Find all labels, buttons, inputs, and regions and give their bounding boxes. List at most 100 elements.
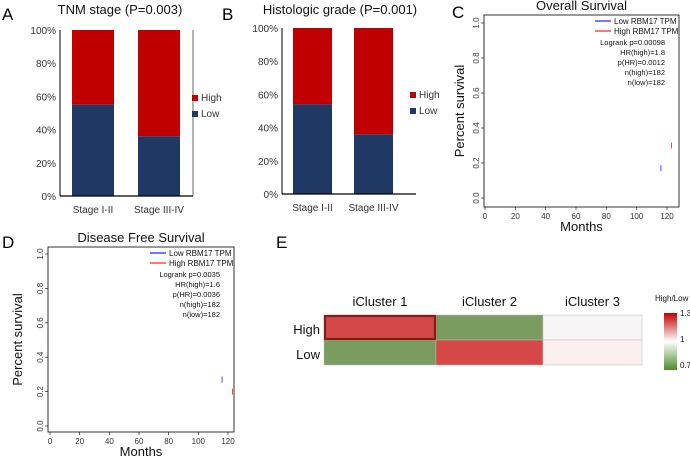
x-tick-label: Stage III-IV [134,205,184,216]
heatmap-cell [542,314,643,341]
x-tick-label: 60 [572,212,581,221]
legend-label: High RBM17 TPM [614,27,679,36]
bar-high [293,28,332,105]
y-tick-label: 80% [36,59,56,70]
y-tick-label: 60% [258,90,278,101]
chart-title: Histologic grade (P=0.001) [263,2,417,17]
y-tick-label: 20% [36,159,56,170]
bar-low [293,104,332,194]
panel-label-c: C [452,3,464,22]
y-tick-label: 0.2 [472,157,481,169]
x-tick-label: 80 [602,212,611,221]
bar-high [72,30,114,105]
legend-label: Low RBM17 TPM [614,17,677,26]
legend-swatch [192,111,198,117]
x-tick-label: Stage I-II [73,205,114,216]
y-tick-label: 0.8 [36,282,45,294]
y-tick-label: 0.6 [472,87,481,99]
bar-high [138,30,180,137]
color-scale-label: 1 [680,335,685,344]
row-label: Low [296,347,320,362]
y-tick-label: 1.0 [472,17,481,29]
x-tick-label: 80 [164,437,173,446]
legend-label: High [201,93,222,104]
panel-label-b: B [222,5,233,24]
x-axis-label: Months [560,219,603,234]
color-scale-label: 0.7 [680,361,690,370]
y-tick-label: 40% [258,124,278,135]
stat-text: n(high)=182 [625,68,665,77]
heatmap-cell [435,339,544,366]
panel-label-d: D [2,233,14,252]
stat-text: n(high)=182 [180,300,220,309]
column-label: iCluster 3 [565,294,620,309]
column-label: iCluster 1 [353,294,408,309]
stat-text: Logrank p=0.00098 [600,38,665,47]
bar-low [72,104,114,196]
legend-swatch [410,108,416,114]
x-tick-label: Stage I-II [292,203,333,214]
heatmap-cell [323,314,437,341]
x-axis-label: Months [120,444,163,459]
stat-text: Logrank p=0.0035 [159,270,220,279]
bar-high [354,28,393,135]
y-tick-label: 100% [30,26,56,37]
x-tick-label: 120 [221,437,235,446]
row-label: High [293,322,320,337]
x-tick-label: 60 [135,437,144,446]
x-tick-label: 100 [192,437,206,446]
y-tick-label: 1.0 [36,248,45,260]
y-tick-label: 0.8 [472,52,481,64]
x-tick-label: 100 [630,212,644,221]
legend-title: High/Low [655,294,689,303]
x-tick-label: Stage III-IV [348,203,398,214]
y-tick-label: 0.6 [36,317,45,329]
y-tick-label: 0% [42,192,57,203]
color-scale-bar [664,313,677,370]
y-tick-label: 40% [36,126,56,137]
y-tick-label: 60% [36,92,56,103]
heatmap-cell [323,339,437,366]
x-tick-label: 20 [511,212,520,221]
legend-swatch [192,95,198,101]
plot-border [47,246,235,433]
y-tick-label: 0.2 [36,385,45,397]
stat-text: n(low)=182 [183,310,220,319]
y-tick-label: 100% [252,24,278,35]
panel-label-e: E [276,233,287,252]
legend-label: High [419,90,440,101]
bar-low [354,134,393,194]
highlight-border [323,314,437,341]
legend-swatch [410,92,416,98]
stat-text: p(HR)=0.0036 [173,290,220,299]
y-tick-label: 0.0 [36,420,45,432]
x-tick-label: 40 [105,437,114,446]
y-tick-label: 0.0 [472,192,481,204]
x-tick-label: 0 [483,212,488,221]
y-axis-label: Percent survival [452,65,467,158]
y-tick-label: 80% [258,57,278,68]
x-tick-label: 0 [48,437,53,446]
legend-label: High RBM17 TPM [169,259,234,268]
y-axis-label: Percent survival [10,293,25,386]
y-tick-label: 0.4 [472,122,481,134]
chart-title: Disease Free Survival [77,230,204,245]
stat-text: HR(high)=1.6 [175,280,220,289]
legend-label: Low [419,106,438,117]
y-tick-label: 0.4 [36,351,45,363]
stat-text: n(low)=182 [628,78,665,87]
x-tick-label: 40 [541,212,550,221]
column-label: iCluster 2 [462,294,517,309]
stat-text: p(HR)=0.0012 [618,58,665,67]
heatmap-cell [542,339,643,366]
y-tick-label: 0% [264,190,279,201]
plot-border [483,14,680,208]
x-tick-label: 20 [75,437,84,446]
x-tick-label: 120 [660,212,674,221]
legend-label: Low [201,109,220,120]
color-scale-label: 1.3 [680,309,690,318]
bar-low [138,136,180,196]
panel-label-a: A [2,5,14,24]
y-tick-label: 20% [258,157,278,168]
